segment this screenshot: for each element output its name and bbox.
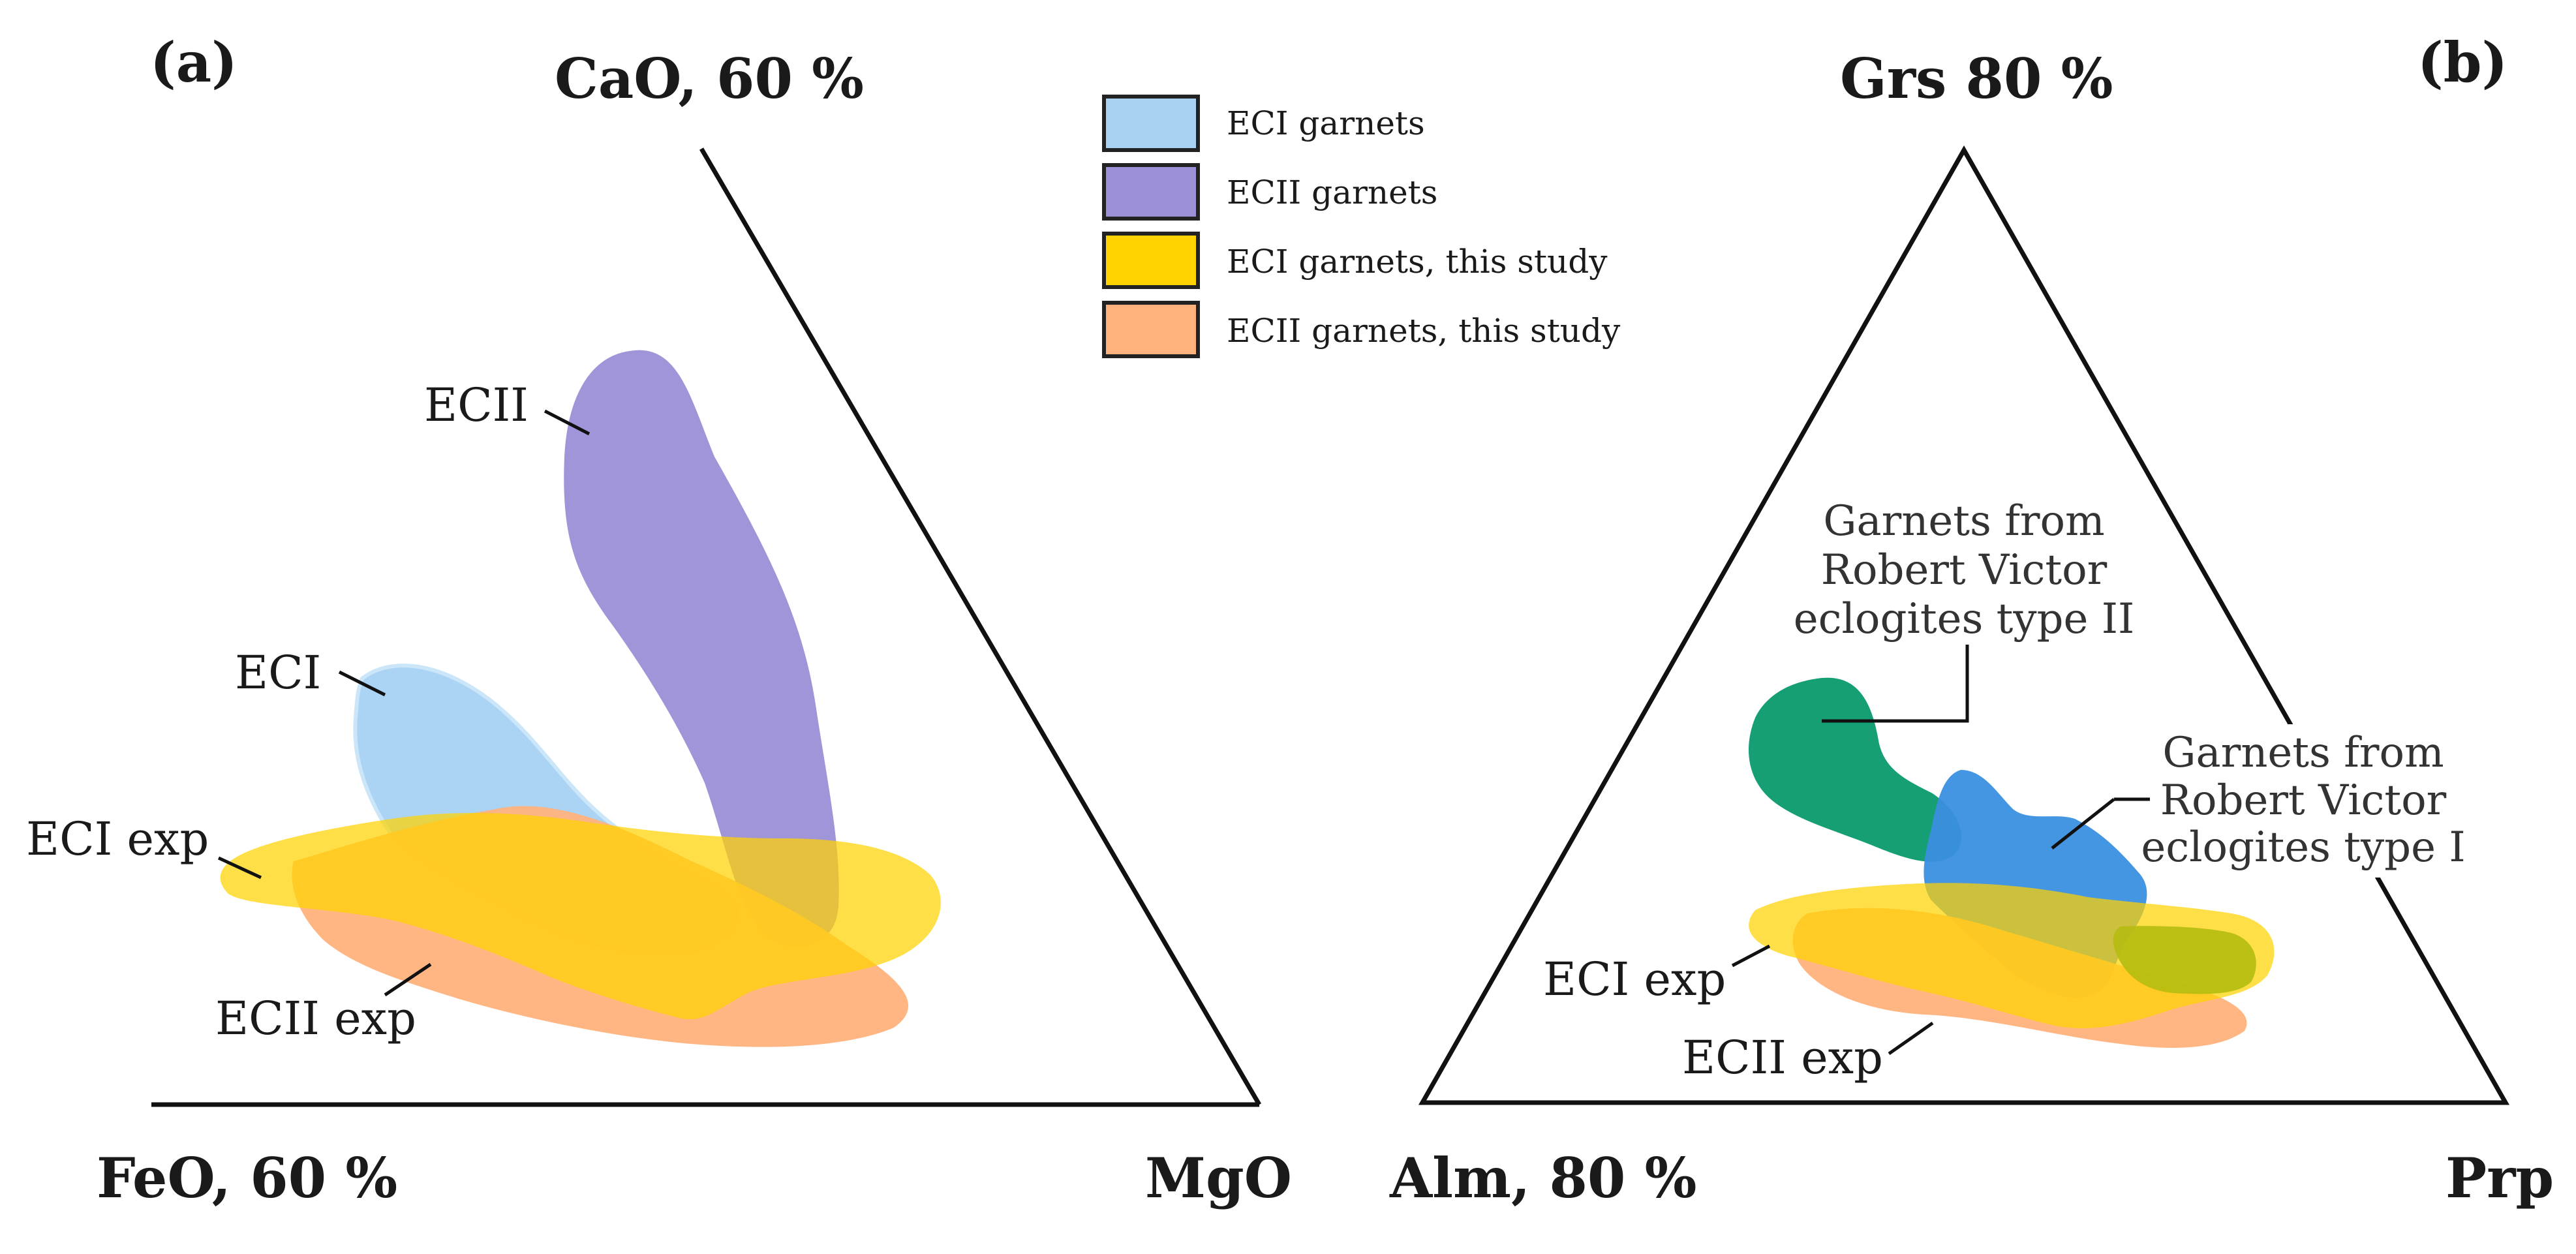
- legend-swatch-eci-this-study: [1102, 232, 1200, 289]
- panel-b-overlap-field: [2113, 926, 2256, 994]
- panel-a-leader-ecii-exp: [384, 962, 432, 997]
- panel-a-apex-mgo: MgO: [1145, 1146, 1292, 1210]
- panel-a-tag: (a): [150, 30, 238, 95]
- panel-b-rv1-text-bg: [2143, 724, 2483, 878]
- legend-label-eci-this-study: ECI garnets, this study: [1227, 243, 1608, 281]
- panel-a-leader-ecii: [544, 409, 590, 436]
- panel-a-ecii-field: [564, 350, 839, 947]
- panel-b-tag: (b): [2417, 30, 2507, 95]
- panel-a-label-ecii: ECII: [424, 378, 529, 432]
- legend-swatch-ecii-this-study: [1102, 301, 1200, 358]
- panel-b-rv2-text-bg: [1820, 493, 2108, 649]
- panel-a: (a) CaO, 60 % FeO, 60 % MgO ECII ECI ECI…: [26, 30, 1292, 1210]
- legend-label-ecii: ECII garnets: [1227, 174, 1437, 211]
- panel-b-leader-rv-type2: [1822, 645, 1969, 723]
- panel-a-apex-cao: CaO, 60 %: [555, 46, 864, 111]
- panel-b-rv-type1-line3: eclogites type I: [2141, 823, 2465, 872]
- legend-swatch-eci: [1102, 95, 1200, 152]
- panel-b-rv-type1-line1: Garnets from: [2162, 729, 2444, 777]
- panel-b-eci-exp-field: [1749, 883, 2275, 1029]
- panel-b-apex-grs: Grs 80 %: [1840, 46, 2113, 111]
- panel-b-leader-ecii-exp: [1888, 1021, 1934, 1056]
- panel-a-right-axis: [699, 147, 1262, 1106]
- panel-a-label-eci: ECI: [235, 646, 321, 699]
- panel-b-label-eci-exp: ECI exp: [1543, 953, 1726, 1006]
- panel-b-rv-type1-line2: Robert Victor: [2160, 776, 2447, 825]
- panel-b-label-ecii-exp: ECII exp: [1682, 1031, 1883, 1084]
- legend-label-eci: ECI garnets: [1227, 104, 1425, 142]
- panel-a-label-eci-exp: ECI exp: [26, 812, 209, 866]
- panel-b-rv-type2-field: [1749, 677, 1962, 862]
- legend: ECI garnets ECII garnets ECI garnets, th…: [1102, 95, 1621, 358]
- panel-b-leader-rv-type1-b: [2051, 798, 2115, 849]
- panel-a-leader-eci-exp: [217, 856, 262, 879]
- panel-b-triangle: [1418, 145, 2510, 1105]
- panel-b: (b) Grs 80 % Alm, 80 % Prp Garnets from …: [1389, 30, 2554, 1210]
- panel-b-rv-type2-line3: eclogites type II: [1794, 595, 2135, 643]
- panel-b-apex-prp: Prp: [2446, 1146, 2554, 1210]
- legend-swatch-ecii: [1102, 163, 1200, 221]
- panel-a-apex-feo: FeO, 60 %: [97, 1146, 397, 1210]
- panel-a-label-ecii-exp: ECII exp: [215, 992, 416, 1045]
- legend-label-ecii-this-study: ECII garnets, this study: [1227, 312, 1621, 350]
- panel-a-leader-eci: [338, 670, 386, 697]
- panel-b-apex-alm: Alm, 80 %: [1389, 1146, 1696, 1210]
- panel-b-rv-type2-line1: Garnets from: [1823, 497, 2104, 545]
- panel-a-eci-exp-field: [220, 812, 941, 1020]
- panel-b-rv-type2-line2: Robert Victor: [1821, 546, 2108, 594]
- panel-b-leader-eci-exp: [1731, 944, 1771, 968]
